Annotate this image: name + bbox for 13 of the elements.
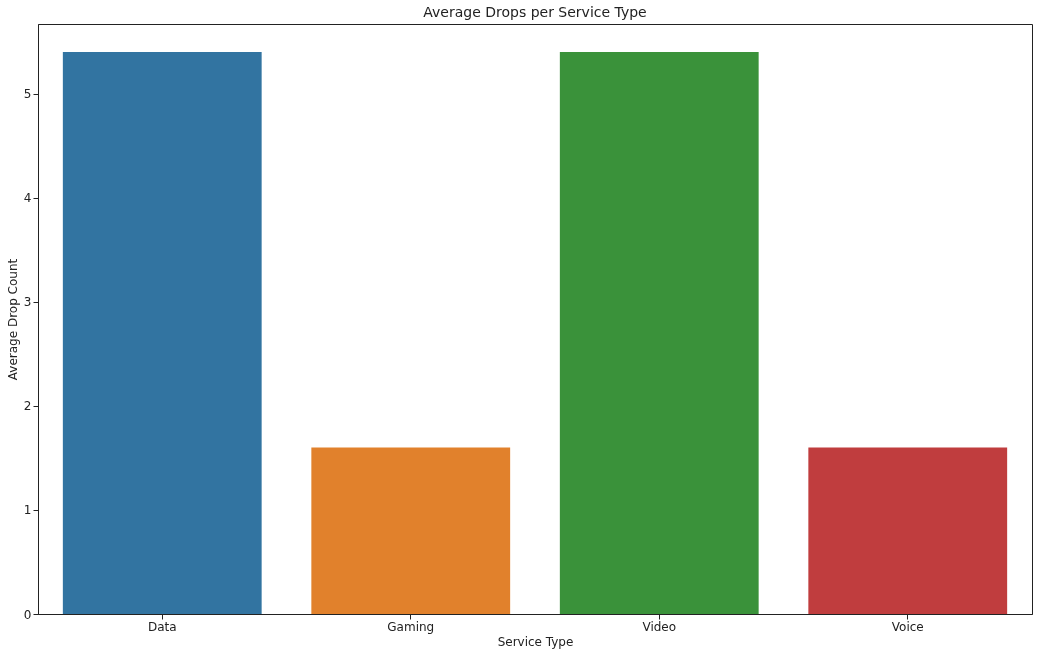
y-tick-label: 2 — [23, 399, 32, 414]
y-tick-label: 1 — [23, 503, 32, 518]
x-tick-label: Video — [642, 619, 677, 634]
y-tick-label: 3 — [23, 295, 32, 310]
y-axis-title: Average Drop Count — [5, 258, 20, 381]
x-tick-label: Data — [147, 619, 177, 634]
y-tick-label: 0 — [23, 607, 32, 622]
chart-title: Average Drops per Service Type — [423, 4, 647, 20]
x-tick-label: Voice — [891, 619, 924, 634]
y-tick-label: 5 — [23, 87, 32, 102]
x-axis-title: Service Type — [497, 634, 574, 649]
y-tick-label: 4 — [23, 191, 32, 206]
x-tick-label: Gaming — [387, 619, 435, 634]
